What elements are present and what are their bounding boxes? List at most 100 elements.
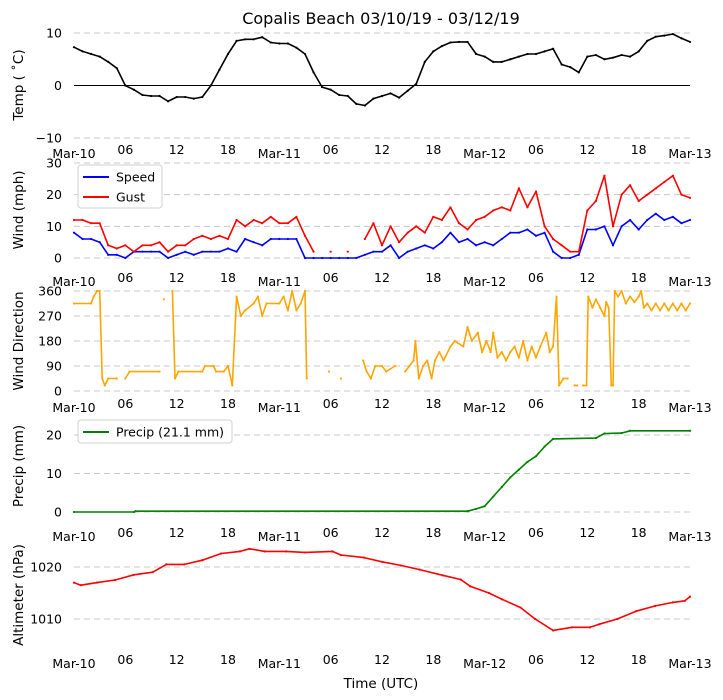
x-tick-label: 12: [374, 652, 390, 667]
data-point: [365, 370, 368, 373]
data-point: [603, 225, 606, 228]
data-point: [244, 38, 247, 41]
data-point: [646, 302, 649, 305]
data-point: [598, 623, 601, 626]
data-point: [72, 218, 76, 222]
y-tick-label: 360: [38, 284, 62, 299]
data-point: [560, 256, 563, 260]
data-point: [543, 50, 546, 53]
data-point: [629, 218, 632, 222]
x-tick-label: 06: [323, 270, 339, 285]
data-point: [141, 93, 144, 97]
data-point: [414, 339, 417, 343]
x-tick-label: Mar-12: [463, 656, 506, 671]
data-point: [128, 370, 131, 373]
y-tick-label: 10: [46, 466, 62, 481]
data-point: [79, 584, 82, 587]
data-point: [569, 66, 572, 69]
data-point: [640, 289, 643, 293]
y-tick-label: −10: [36, 131, 62, 146]
data-point: [329, 256, 332, 260]
data-point: [218, 234, 221, 237]
data-point: [526, 52, 529, 56]
data-point: [552, 345, 555, 348]
data-point: [534, 52, 538, 56]
data-point: [362, 556, 366, 559]
data-point: [158, 94, 161, 98]
data-point: [312, 71, 315, 74]
data-point: [98, 55, 101, 58]
legend: Precip (21.1 mm): [77, 419, 233, 444]
data-point: [517, 55, 520, 58]
x-tick-label: Mar-10: [52, 656, 95, 671]
data-point: [372, 97, 375, 100]
data-point: [406, 231, 409, 234]
data-point: [380, 94, 384, 98]
data-point: [637, 228, 640, 231]
y-tick-label: 30: [46, 156, 62, 171]
data-point: [278, 237, 281, 241]
data-point: [610, 384, 613, 387]
y-axis-label: Temp ( ˚C): [10, 49, 27, 121]
data-point: [426, 359, 429, 362]
data-point: [412, 359, 415, 362]
x-tick-label: 06: [528, 652, 544, 667]
x-tick-label: 18: [425, 270, 441, 285]
data-point: [72, 231, 76, 234]
data-point: [158, 370, 161, 373]
data-point: [107, 244, 110, 247]
data-point: [115, 67, 118, 70]
data-point: [175, 244, 178, 247]
data-point: [115, 247, 118, 250]
data-point: [637, 295, 640, 298]
data-point: [201, 370, 204, 373]
data-point: [594, 53, 597, 57]
data-point: [269, 237, 272, 241]
data-point: [543, 445, 546, 448]
data-point: [132, 573, 135, 576]
data-point: [363, 237, 366, 241]
x-tick-label: 12: [169, 142, 185, 157]
data-point: [327, 370, 331, 373]
data-point: [476, 331, 479, 334]
data-point: [244, 237, 247, 241]
data-point: [534, 356, 538, 359]
data-point: [261, 222, 264, 225]
data-point: [421, 364, 425, 368]
x-tick-label: 18: [631, 142, 647, 157]
x-tick-label: 18: [220, 525, 236, 540]
data-point: [406, 250, 409, 253]
data-point: [389, 244, 392, 247]
x-tick-label: 18: [631, 525, 647, 540]
data-point: [331, 550, 334, 553]
data-point: [380, 364, 384, 368]
y-tick-label: 20: [46, 428, 62, 443]
data-point: [552, 250, 555, 253]
data-point: [92, 295, 95, 298]
data-point: [404, 370, 407, 373]
data-point: [98, 241, 101, 244]
data-point: [218, 250, 221, 253]
data-point: [132, 250, 135, 253]
x-tick-label: 12: [374, 396, 390, 411]
x-tick-label: 12: [169, 652, 185, 667]
data-point: [312, 256, 315, 260]
x-tick-label: 12: [374, 270, 390, 285]
data-point: [526, 206, 529, 209]
data-point: [562, 377, 565, 380]
data-point: [90, 302, 93, 305]
x-tick-label: Mar-13: [668, 529, 711, 544]
x-tick-label: 06: [528, 396, 544, 411]
data-point: [594, 199, 597, 203]
x-tick-label: 18: [220, 652, 236, 667]
data-point: [380, 560, 384, 563]
x-tick-label: 18: [220, 396, 236, 411]
x-tick-label: Mar-10: [52, 400, 95, 415]
y-tick-label: 10: [46, 26, 62, 41]
x-tick-label: 06: [117, 270, 133, 285]
series-line-temp: [73, 33, 691, 107]
data-point: [654, 302, 657, 305]
data-point: [509, 58, 512, 61]
data-point: [107, 377, 110, 380]
data-point: [552, 237, 555, 241]
